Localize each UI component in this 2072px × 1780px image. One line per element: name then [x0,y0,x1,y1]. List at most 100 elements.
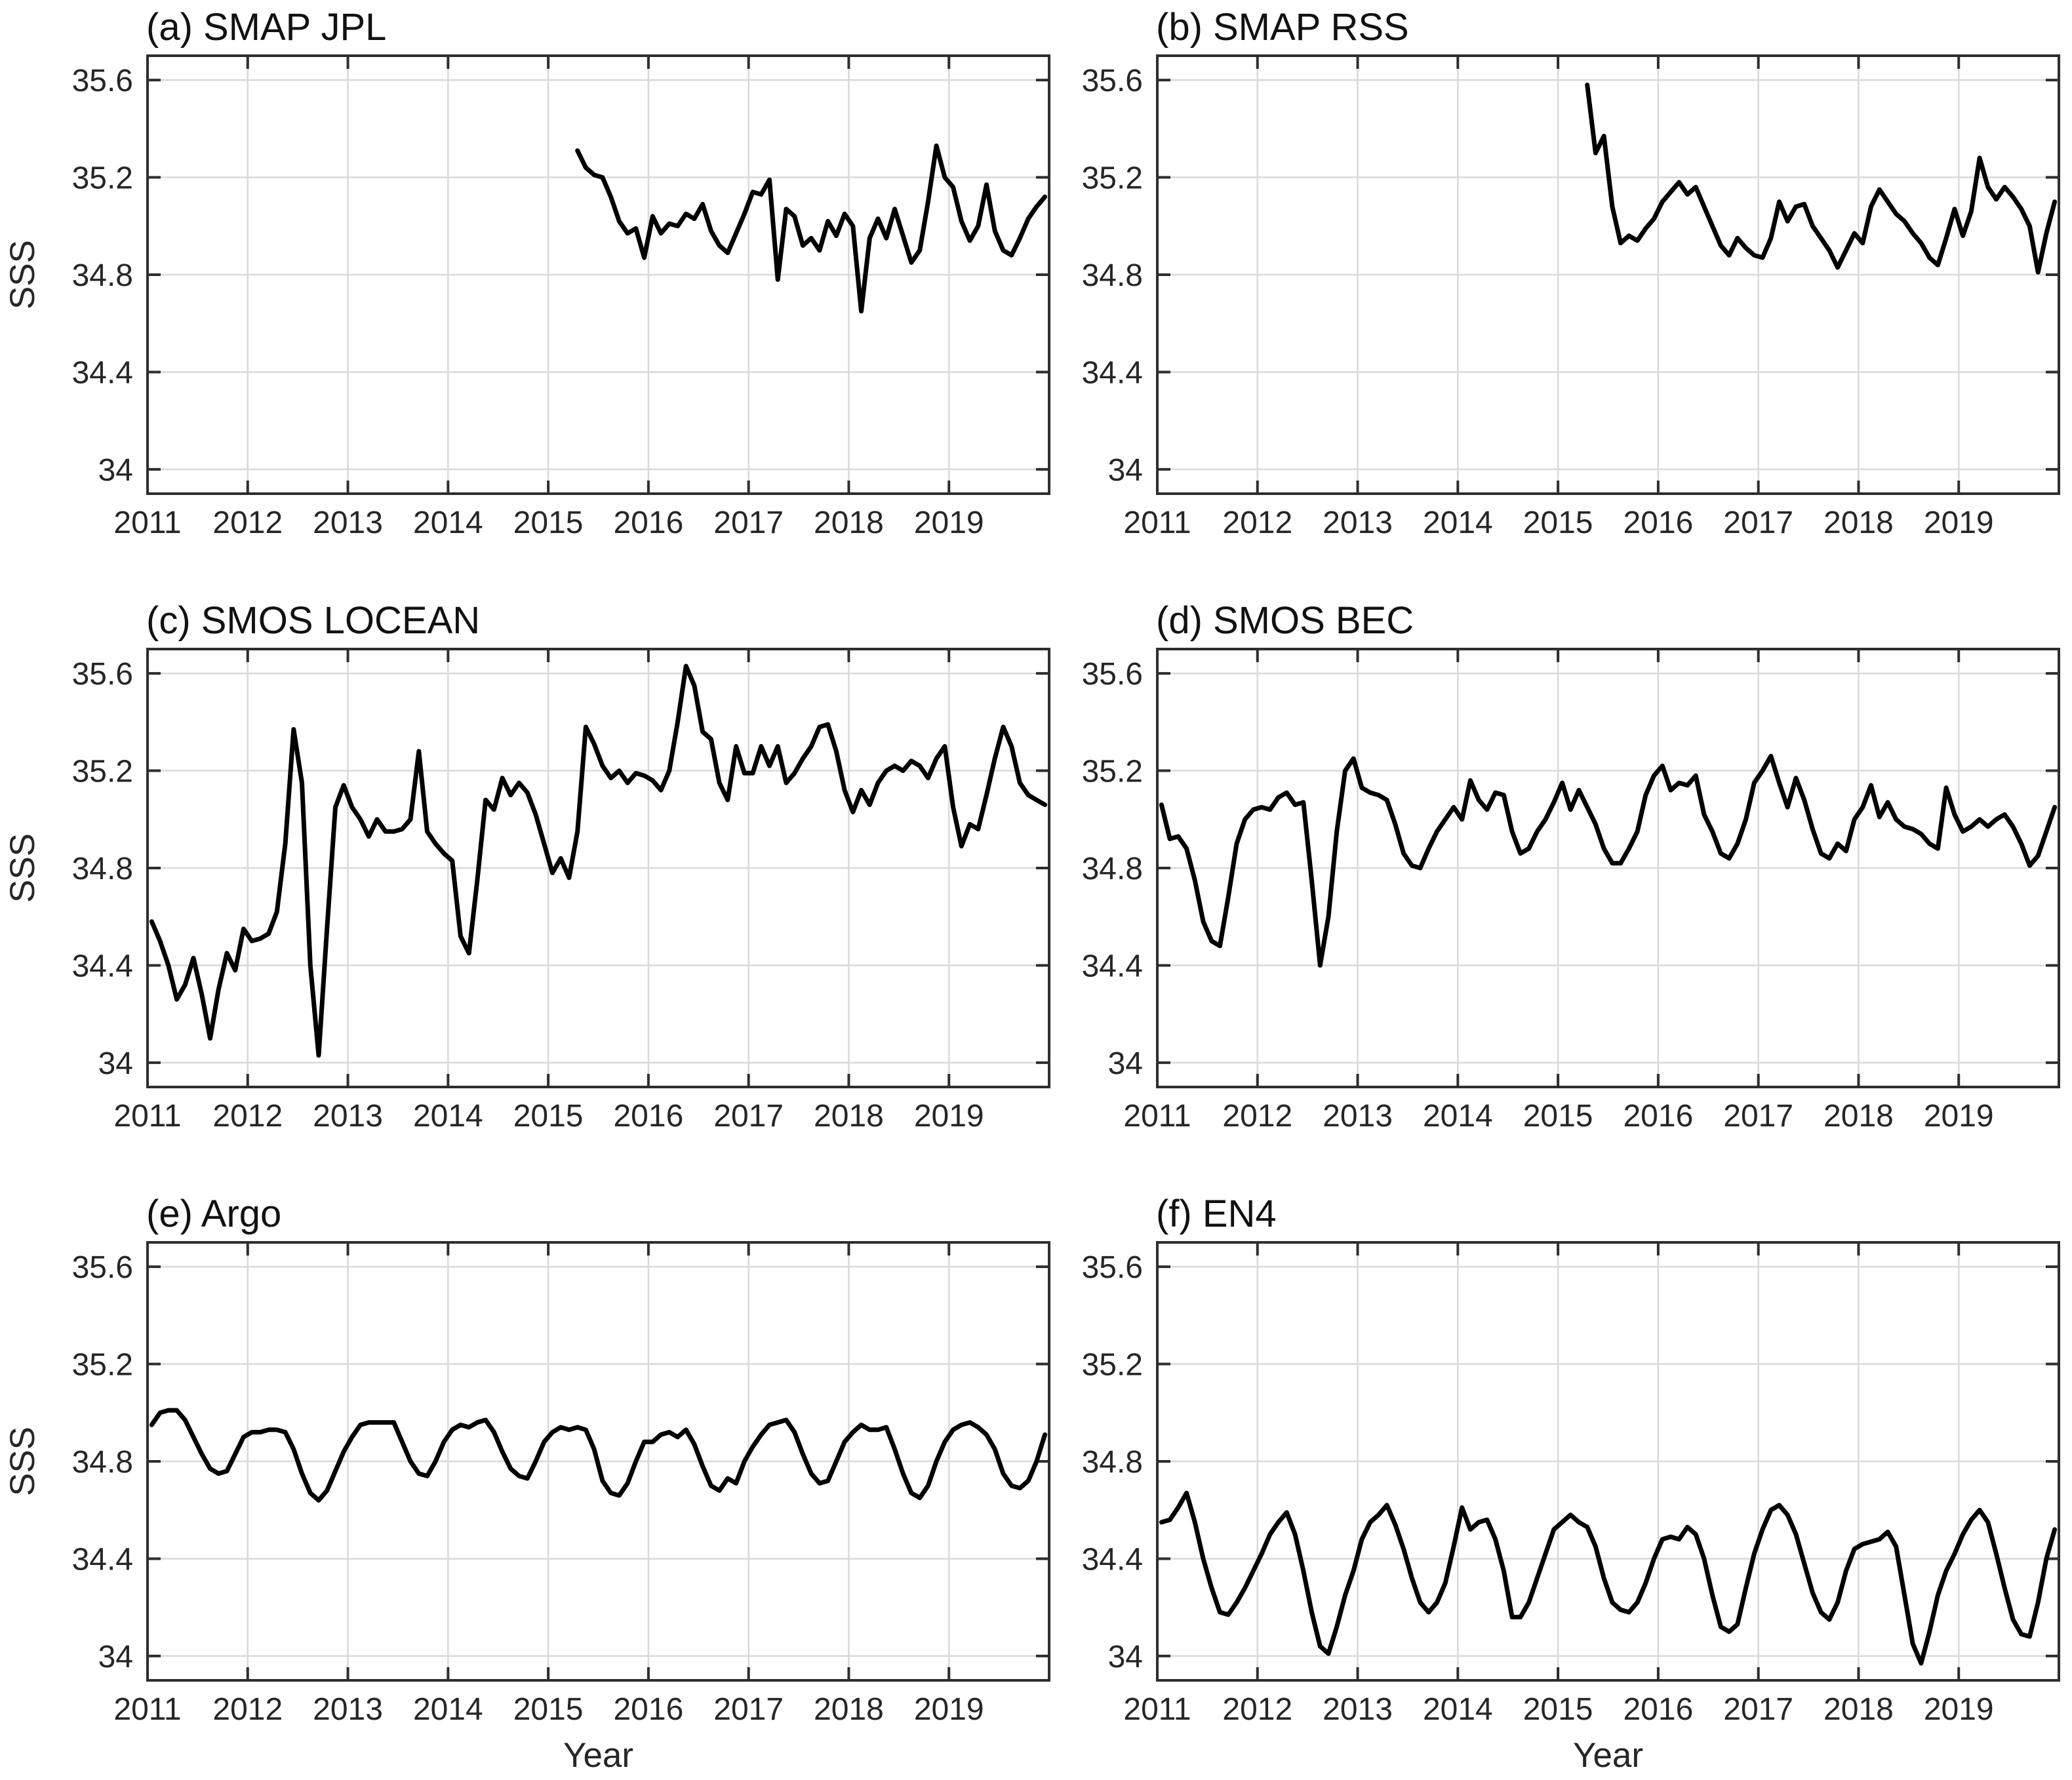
y-tick-label: 34.8 [1082,258,1143,293]
panel-e-axes-grid: 2011 2012 2013 2014 2015 2016 2017 2018 2019 34 34… [72,1241,1050,1727]
x-tick-label: 2019 [914,505,984,540]
x-tick-label: 2016 [613,1099,683,1134]
panel-c-title: (c) SMOS LOCEAN [146,599,480,642]
series-line-d [1159,753,2058,968]
y-tick-label: 35.6 [72,1250,133,1285]
panel-b-chart: 2011 2012 2013 2014 2015 2016 2017 2018 2019 34 34… [1082,6,2060,540]
axes-frame [1156,648,2060,1088]
panel-e-chart: 2011 2012 2013 2014 2015 2016 2017 2018 2019 34 34… [3,1193,1050,1775]
x-tick-label: 2011 [113,1099,181,1134]
axes-frame [1156,1241,2060,1682]
x-tick-label: 2013 [1323,505,1393,540]
x-tick-label: 2014 [413,1099,483,1134]
y-tick-label: 34 [98,1640,133,1674]
y-tick-label: 34.4 [1082,355,1143,390]
x-tick-label: 2011 [1123,505,1191,540]
x-tick-label: 2017 [713,505,784,540]
panel-a-y-axis-label: SSS [3,240,42,309]
y-tick-label: 35.2 [1082,1348,1143,1383]
x-tick-label: 2019 [914,1692,984,1727]
series-line-e [149,1408,1048,1503]
y-tick-label: 35.2 [72,755,133,789]
panel-d-axes-grid: 2011 2012 2013 2014 2015 2016 2017 2018 2019 34 34… [1082,648,2060,1134]
x-tick-label: 2013 [1323,1692,1393,1727]
panel-e: 2011 2012 2013 2014 2015 2016 2017 2018 2019 34 34… [0,1187,1050,1780]
x-tick-label: 2016 [613,505,683,540]
x-tick-label: 2015 [1523,1099,1593,1134]
y-tick-label: 35.6 [72,657,133,692]
y-tick-label: 34.4 [1082,1542,1143,1577]
x-tick-label: 2018 [1823,1099,1894,1134]
panel-f-title: (f) EN4 [1156,1193,1277,1235]
y-tick-label: 34.4 [1082,949,1143,983]
x-tick-label: 2014 [1423,1692,1493,1727]
panel-c-chart: 2011 2012 2013 2014 2015 2016 2017 2018 2019 34 34… [3,599,1050,1134]
panel-e-title: (e) Argo [146,1193,281,1235]
x-tick-label: 2019 [1924,1692,1994,1727]
y-tick-label: 34.8 [1082,1445,1143,1480]
panel-f-chart: 2011 2012 2013 2014 2015 2016 2017 2018 2019 34 34… [1082,1193,2060,1775]
x-tick-label: 2017 [1723,1692,1793,1727]
x-tick-label: 2015 [513,505,584,540]
x-tick-label: 2011 [113,1692,181,1727]
panel-d-title: (d) SMOS BEC [1156,599,1414,642]
panel-c: 2011 2012 2013 2014 2015 2016 2017 2018 2019 34 34… [0,593,1050,1187]
x-tick-label: 2016 [1623,505,1693,540]
y-tick-label: 34 [1108,453,1143,488]
y-tick-label: 34.4 [72,949,133,983]
y-tick-label: 35.2 [1082,755,1143,789]
panel-b-axes-grid: 2011 2012 2013 2014 2015 2016 2017 2018 2019 34 34… [1082,54,2060,540]
x-tick-label: 2018 [814,1099,884,1134]
x-tick-label: 2016 [1623,1099,1693,1134]
panel-f: 2011 2012 2013 2014 2015 2016 2017 2018 2019 34 34… [1036,1187,2072,1780]
y-tick-label: 34.8 [72,258,133,293]
panel-b-title: (b) SMAP RSS [1156,6,1409,49]
panel-a-axes-grid: 2011 2012 2013 2014 2015 2016 2017 2018 2019 34 34… [72,54,1050,540]
y-tick-label: 34 [98,453,133,488]
axes-frame [146,648,1050,1088]
y-tick-label: 35.6 [72,64,133,98]
x-tick-label: 2011 [1123,1099,1191,1134]
panel-f-x-axis-label: Year [1573,1736,1643,1775]
x-tick-label: 2019 [1924,505,1994,540]
panel-a-chart: 2011 2012 2013 2014 2015 2016 2017 2018 2019 34 34… [3,6,1050,540]
y-tick-label: 35.6 [1082,1250,1143,1285]
x-tick-label: 2013 [313,505,383,540]
x-tick-label: 2012 [212,1099,283,1134]
x-tick-label: 2018 [814,1692,884,1727]
x-tick-label: 2012 [1222,505,1292,540]
x-tick-label: 2013 [1323,1099,1393,1134]
axes-frame [1156,54,2060,495]
axes-frame [146,54,1050,495]
y-tick-label: 34.8 [72,1445,133,1480]
x-tick-label: 2018 [814,505,884,540]
x-tick-label: 2014 [1423,1099,1493,1134]
y-tick-label: 35.2 [72,161,133,196]
series-line-c [149,663,1048,1058]
y-tick-label: 34 [1108,1640,1143,1674]
y-tick-label: 34.4 [72,1542,133,1577]
y-tick-label: 34.8 [1082,852,1143,886]
panel-c-y-axis-label: SSS [3,833,42,903]
x-tick-label: 2018 [1823,1692,1894,1727]
x-tick-label: 2016 [613,1692,683,1727]
series-line-f [1159,1490,2058,1666]
x-tick-label: 2013 [313,1692,383,1727]
x-tick-label: 2015 [1523,505,1593,540]
x-tick-label: 2017 [1723,1099,1793,1134]
series-line-a [575,143,1048,314]
x-tick-label: 2018 [1823,505,1894,540]
panel-e-y-axis-label: SSS [3,1427,42,1496]
y-tick-label: 34.4 [72,355,133,390]
x-tick-label: 2012 [1222,1692,1292,1727]
x-tick-label: 2017 [713,1692,784,1727]
x-tick-label: 2019 [914,1099,984,1134]
panel-d-chart: 2011 2012 2013 2014 2015 2016 2017 2018 2019 34 34… [1082,599,2060,1134]
x-tick-label: 2012 [212,1692,283,1727]
x-tick-label: 2014 [413,1692,483,1727]
y-tick-label: 35.6 [1082,64,1143,98]
panel-a: 2011 2012 2013 2014 2015 2016 2017 2018 2019 34 34… [0,0,1050,593]
panel-b: 2011 2012 2013 2014 2015 2016 2017 2018 2019 34 34… [1036,0,2072,593]
x-tick-label: 2014 [1423,505,1493,540]
